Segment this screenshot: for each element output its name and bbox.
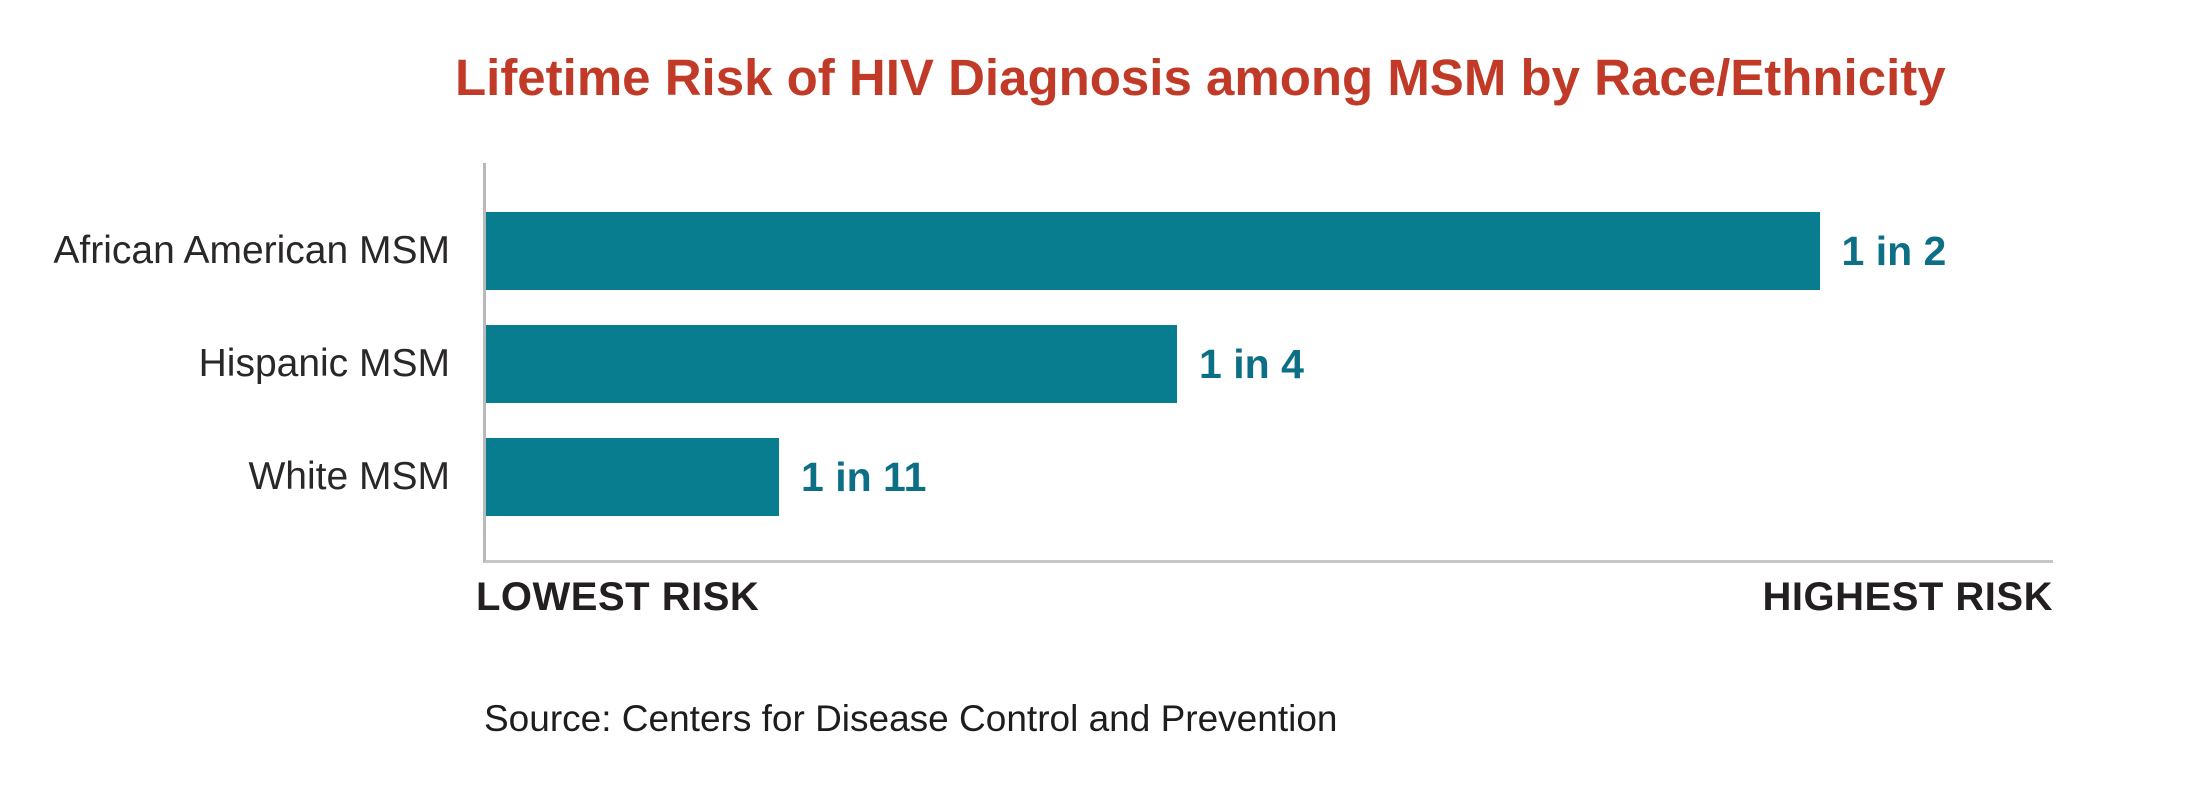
- bar: [486, 325, 1178, 403]
- x-axis-labels: LOWEST RISK HIGHEST RISK: [476, 575, 2053, 620]
- bar: [486, 438, 780, 516]
- axis-label-highest-risk: HIGHEST RISK: [1762, 575, 2053, 619]
- axis-label-lowest-risk: LOWEST RISK: [476, 575, 760, 619]
- bar-row: Hispanic MSM 1 in 4: [199, 325, 2053, 403]
- plot-area: African American MSM 1 in 2 Hispanic MSM…: [53, 163, 2053, 619]
- category-label: White MSM: [248, 455, 450, 498]
- bar-row: African American MSM 1 in 2: [53, 212, 2053, 290]
- source-note: Source: Centers for Disease Control and …: [484, 698, 1338, 739]
- bar: [486, 212, 1820, 290]
- value-label: 1 in 11: [801, 453, 927, 500]
- bar-row: White MSM 1 in 11: [248, 438, 2053, 516]
- value-label: 1 in 4: [1199, 340, 1304, 387]
- value-label: 1 in 2: [1841, 227, 1947, 274]
- category-label: Hispanic MSM: [198, 342, 450, 385]
- category-label: African American MSM: [53, 229, 450, 272]
- chart-title: Lifetime Risk of HIV Diagnosis among MSM…: [455, 49, 1946, 106]
